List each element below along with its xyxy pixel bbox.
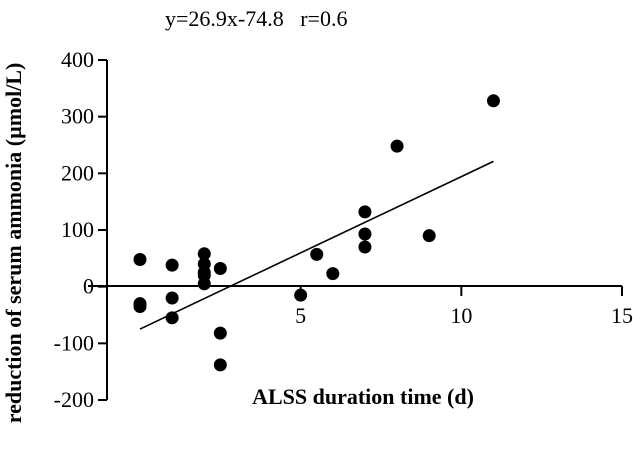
x-axis: 5 10 15: [88, 285, 633, 328]
y-tick-label: -200: [54, 387, 94, 412]
data-point: [165, 258, 179, 272]
data-points: [133, 94, 500, 372]
fit-line: [139, 160, 494, 330]
data-point: [294, 288, 308, 302]
data-point: [213, 358, 227, 372]
data-point: [133, 252, 147, 266]
data-point: [390, 139, 404, 153]
x-tick-label: 15: [611, 303, 633, 328]
data-point: [165, 311, 179, 325]
data-point: [486, 94, 500, 108]
data-point: [310, 247, 324, 261]
y-tick-label: 400: [61, 47, 94, 72]
data-point: [165, 291, 179, 305]
data-point: [326, 267, 340, 281]
data-point: [358, 205, 372, 219]
regression-equation-annotation: y=26.9x-74.8 r=0.6: [165, 6, 347, 31]
data-point: [358, 227, 372, 241]
data-point: [358, 240, 372, 254]
data-point: [197, 247, 211, 261]
data-point: [133, 300, 147, 313]
y-tick-label: 200: [61, 160, 94, 185]
data-point: [213, 326, 227, 340]
y-tick-label: -100: [54, 330, 94, 355]
x-tick-label: 10: [450, 303, 472, 328]
y-axis-title: reduction of serum ammonia (µmol/L): [1, 63, 26, 424]
x-axis-title: ALSS duration time (d): [252, 384, 474, 409]
data-point: [197, 277, 211, 291]
data-point: [213, 262, 227, 276]
y-tick-label: 100: [61, 217, 94, 242]
x-tick-label: 5: [295, 303, 306, 328]
y-tick-label: 300: [61, 104, 94, 129]
data-point: [422, 229, 436, 243]
regression-line: [139, 160, 494, 330]
